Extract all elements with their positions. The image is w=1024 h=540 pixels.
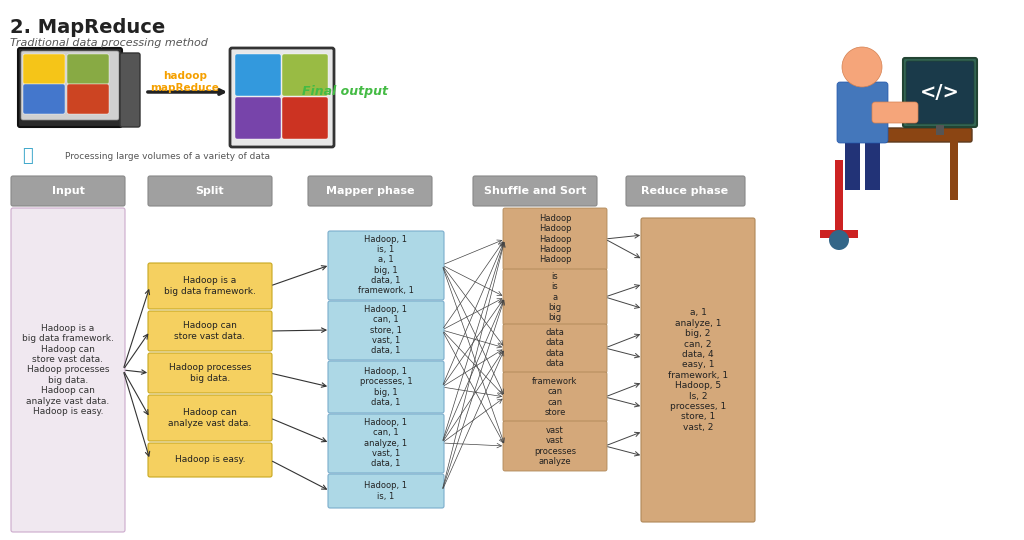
FancyBboxPatch shape — [837, 82, 888, 143]
FancyBboxPatch shape — [328, 231, 444, 300]
Bar — [845, 135, 860, 190]
FancyBboxPatch shape — [148, 311, 272, 351]
FancyBboxPatch shape — [234, 97, 281, 139]
Text: Hadoop
Hadoop
Hadoop
Hadoop
Hadoop: Hadoop Hadoop Hadoop Hadoop Hadoop — [539, 214, 571, 264]
Bar — [835, 160, 843, 240]
FancyBboxPatch shape — [11, 176, 125, 206]
FancyBboxPatch shape — [858, 128, 972, 142]
Text: Hadoop, 1
is, 1: Hadoop, 1 is, 1 — [365, 481, 408, 501]
FancyBboxPatch shape — [67, 54, 109, 84]
Circle shape — [829, 230, 849, 250]
FancyBboxPatch shape — [23, 54, 65, 84]
Text: Hadoop, 1
can, 1
store, 1
vast, 1
data, 1: Hadoop, 1 can, 1 store, 1 vast, 1 data, … — [365, 305, 408, 355]
Text: data
data
data
data: data data data data — [546, 328, 564, 368]
Text: Hadoop processes
big data.: Hadoop processes big data. — [169, 363, 251, 383]
FancyBboxPatch shape — [906, 61, 974, 124]
FancyBboxPatch shape — [903, 58, 977, 127]
Text: Input: Input — [51, 186, 84, 196]
Text: Split: Split — [196, 186, 224, 196]
Bar — [950, 140, 958, 200]
FancyBboxPatch shape — [234, 54, 281, 96]
FancyBboxPatch shape — [67, 84, 109, 114]
FancyBboxPatch shape — [148, 353, 272, 393]
Bar — [936, 125, 944, 135]
Bar — [865, 135, 880, 190]
FancyBboxPatch shape — [503, 208, 607, 270]
FancyBboxPatch shape — [282, 97, 328, 139]
Text: 2. MapReduce: 2. MapReduce — [10, 18, 165, 37]
Text: framework
can
can
store: framework can can store — [532, 377, 578, 417]
FancyBboxPatch shape — [148, 263, 272, 309]
FancyBboxPatch shape — [148, 176, 272, 206]
FancyBboxPatch shape — [230, 48, 334, 147]
Text: Hadoop, 1
processes, 1
big, 1
data, 1: Hadoop, 1 processes, 1 big, 1 data, 1 — [359, 367, 413, 407]
Text: Hadoop can
analyze vast data.: Hadoop can analyze vast data. — [168, 408, 252, 428]
Text: Mapper phase: Mapper phase — [326, 186, 415, 196]
FancyBboxPatch shape — [626, 176, 745, 206]
FancyBboxPatch shape — [503, 269, 607, 325]
FancyBboxPatch shape — [641, 218, 755, 522]
Text: Final output: Final output — [302, 85, 388, 98]
FancyBboxPatch shape — [148, 443, 272, 477]
FancyBboxPatch shape — [503, 372, 607, 422]
FancyBboxPatch shape — [308, 176, 432, 206]
FancyBboxPatch shape — [872, 102, 918, 123]
Text: ⏱: ⏱ — [22, 147, 33, 165]
FancyBboxPatch shape — [148, 395, 272, 441]
Text: Reduce phase: Reduce phase — [641, 186, 728, 196]
FancyBboxPatch shape — [328, 474, 444, 508]
Bar — [820, 230, 858, 238]
Text: Processing large volumes of a variety of data: Processing large volumes of a variety of… — [65, 152, 270, 161]
FancyBboxPatch shape — [473, 176, 597, 206]
Text: vast
vast
processes
analyze: vast vast processes analyze — [534, 426, 577, 466]
Text: </>: </> — [920, 83, 959, 102]
Text: a, 1
analyze, 1
big, 2
can, 2
data, 4
easy, 1
framework, 1
Hadoop, 5
Is, 2
proce: a, 1 analyze, 1 big, 2 can, 2 data, 4 ea… — [668, 308, 728, 431]
Text: Hadoop is a
big data framework.
Hadoop can
store vast data.
Hadoop processes
big: Hadoop is a big data framework. Hadoop c… — [23, 324, 114, 416]
Text: Shuffle and Sort: Shuffle and Sort — [483, 186, 586, 196]
FancyBboxPatch shape — [18, 48, 122, 127]
FancyBboxPatch shape — [503, 421, 607, 471]
FancyBboxPatch shape — [328, 414, 444, 473]
Text: Hadoop can
store vast data.: Hadoop can store vast data. — [174, 321, 246, 341]
Circle shape — [842, 47, 882, 87]
FancyBboxPatch shape — [23, 84, 65, 114]
Text: hadoop
mapReduce: hadoop mapReduce — [151, 71, 219, 93]
FancyBboxPatch shape — [328, 361, 444, 413]
FancyBboxPatch shape — [503, 324, 607, 373]
Text: Traditional data processing method: Traditional data processing method — [10, 38, 208, 48]
FancyBboxPatch shape — [282, 54, 328, 96]
FancyBboxPatch shape — [11, 208, 125, 532]
FancyBboxPatch shape — [120, 53, 140, 127]
Text: is
is
a
big
big: is is a big big — [549, 272, 561, 322]
Text: Hadoop, 1
is, 1
a, 1
big, 1
data, 1
framework, 1: Hadoop, 1 is, 1 a, 1 big, 1 data, 1 fram… — [358, 234, 414, 295]
FancyBboxPatch shape — [328, 301, 444, 360]
Text: Hadoop is a
big data framework.: Hadoop is a big data framework. — [164, 276, 256, 296]
Text: Hadoop is easy.: Hadoop is easy. — [175, 456, 246, 464]
FancyBboxPatch shape — [22, 51, 119, 120]
Text: Hadoop, 1
can, 1
analyze, 1
vast, 1
data, 1: Hadoop, 1 can, 1 analyze, 1 vast, 1 data… — [365, 418, 408, 468]
